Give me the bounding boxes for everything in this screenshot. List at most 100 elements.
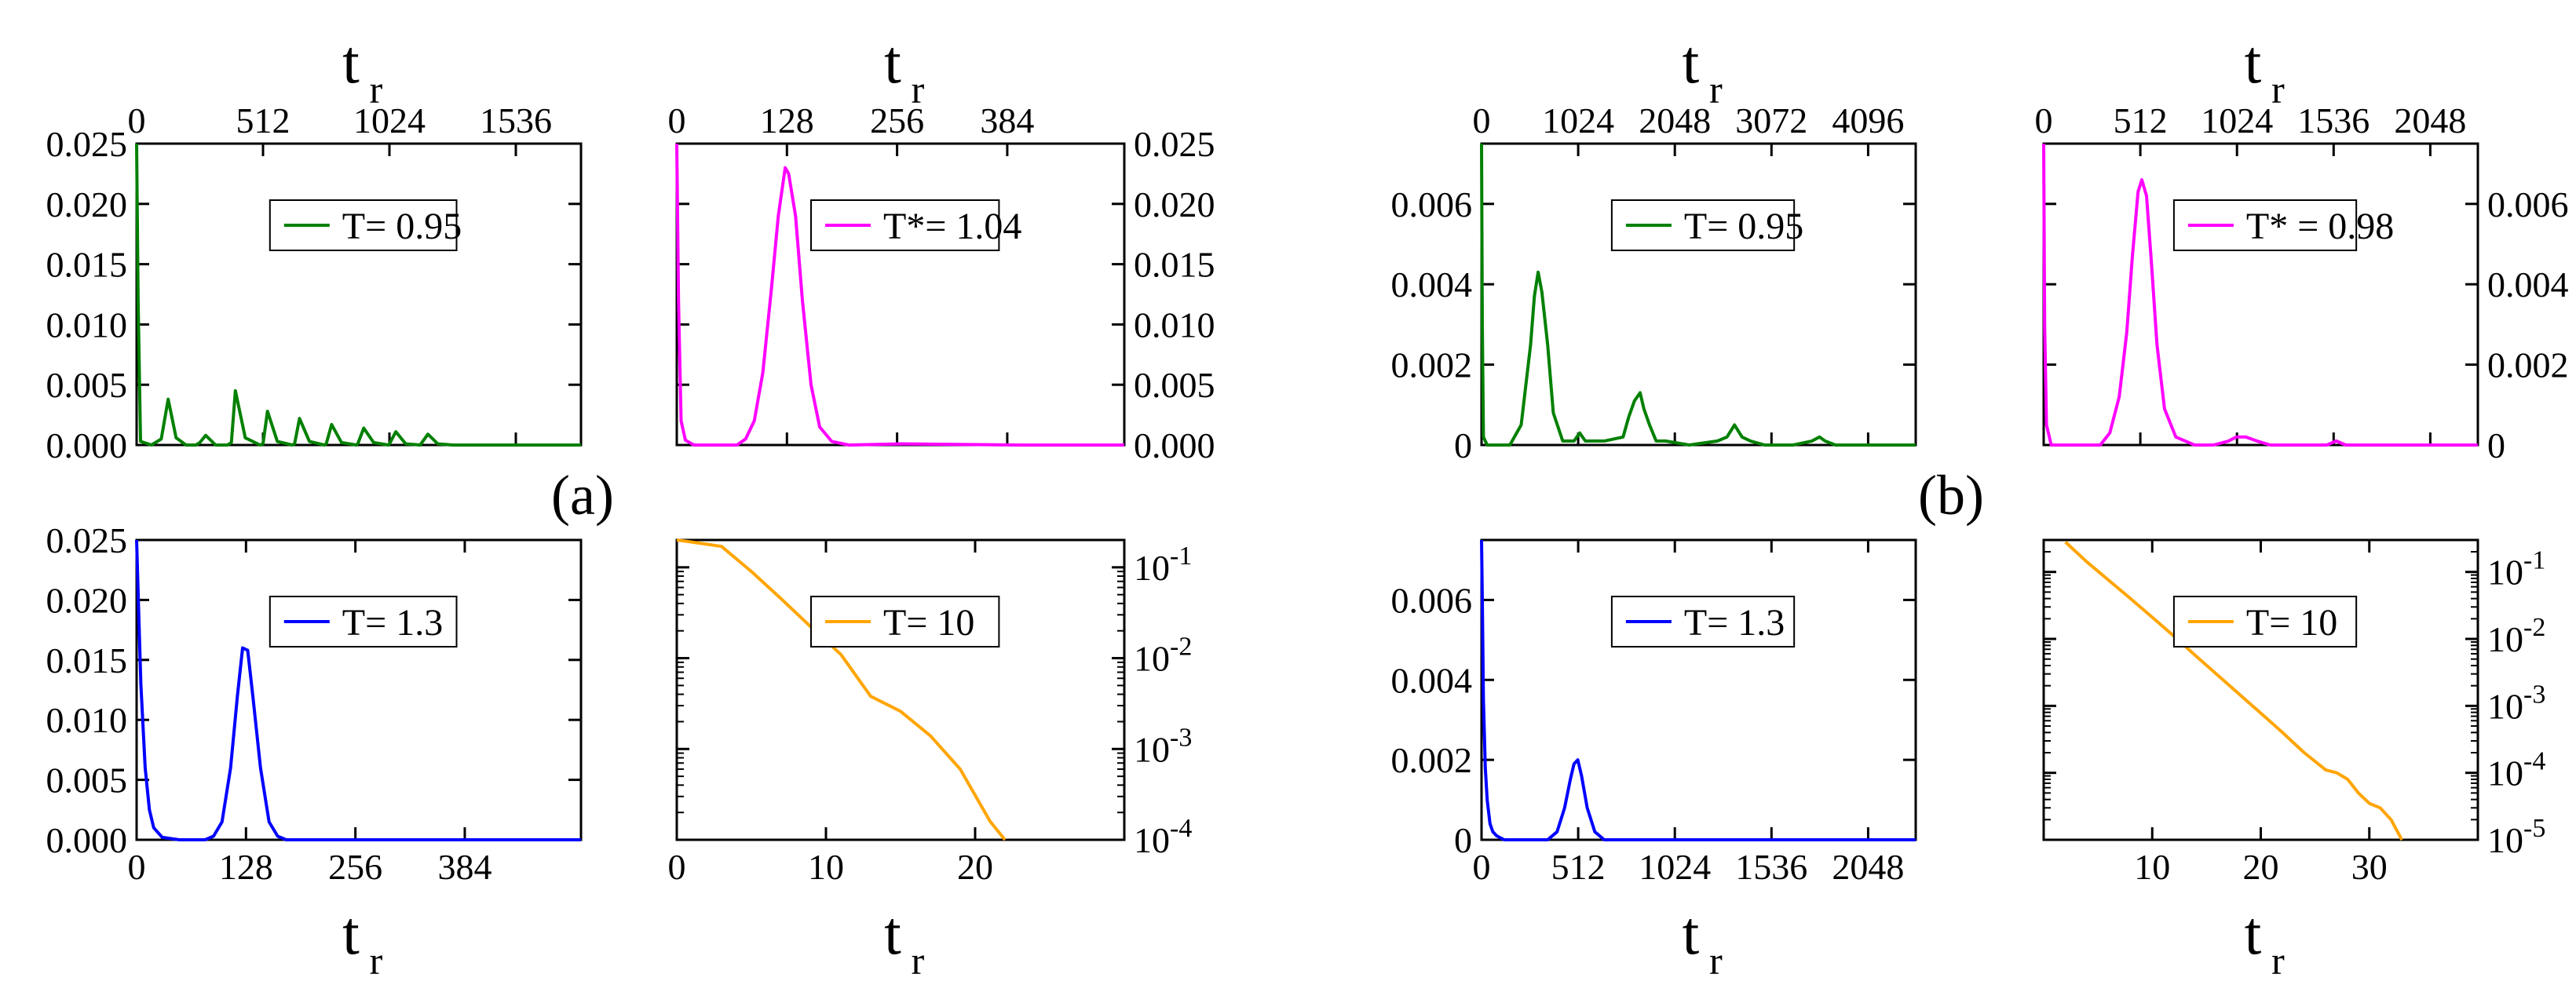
b-bl-xlabel-main: t — [1683, 899, 1700, 967]
b-bl-xtick-label: 0 — [1473, 847, 1491, 887]
b-br-ytick-exponent: -3 — [2523, 680, 2545, 709]
a-tl-ytick-label: 0.020 — [46, 184, 128, 224]
b-tr-ytick-label: 0 — [2487, 425, 2505, 465]
panel-label-a: (a) — [551, 464, 614, 527]
a-tr-xtick-label: 0 — [668, 100, 686, 140]
b-bl-legend-text: T= 1.3 — [1684, 602, 1785, 644]
a-tr-ytick-label: 0.020 — [1134, 184, 1215, 224]
a-br-series-line — [676, 538, 1007, 841]
a-bl-xtick-label: 0 — [128, 847, 146, 887]
b-tr-xtick-label: 1024 — [2201, 100, 2273, 140]
a-tr-series-line — [675, 143, 1124, 447]
a-tl-ytick-label: 0.010 — [46, 305, 128, 345]
b-br-xlabel-main: t — [2245, 899, 2262, 967]
b-tl-xtick-label: 2048 — [1639, 100, 1711, 140]
a-tr-xtick-label: 384 — [980, 100, 1034, 140]
b-tr-series-line — [2042, 143, 2478, 447]
a-br-ytick-exponent: -2 — [1170, 633, 1192, 662]
b-bl-ytick-label: 0.006 — [1391, 580, 1473, 620]
a-bl-ytick-label: 0.025 — [46, 520, 128, 560]
a-bl-xtick-label: 384 — [437, 847, 491, 887]
b-bl-ytick-label: 0 — [1454, 820, 1472, 860]
b-bl-xtick-label: 2048 — [1832, 847, 1904, 887]
a-tl-ytick-label: 0.015 — [46, 245, 128, 285]
a-br-ytick-exponent: -1 — [1170, 542, 1192, 571]
b-br-ytick-exponent: -1 — [2523, 546, 2545, 575]
b-tl-frame — [1480, 142, 1917, 447]
a-bl-series-line — [135, 539, 581, 841]
a-tr-ytick-label: 0.015 — [1134, 245, 1215, 285]
a-tl-xtick-label: 512 — [236, 100, 290, 140]
b-tl-series-line — [1480, 143, 1916, 447]
b-br-series-line — [2064, 541, 2403, 841]
a-bl-ytick-label: 0.015 — [46, 640, 128, 680]
a-tl-xlabel-sub: r — [370, 67, 383, 111]
a-br-ytick-label: 10-1 — [1134, 542, 1192, 588]
b-bl-xlabel-sub: r — [1709, 939, 1723, 983]
a-tr-ytick-label: 0.005 — [1134, 365, 1215, 405]
b-bl-xtick-label: 1024 — [1639, 847, 1711, 887]
a-bl-ytick-label: 0.005 — [46, 761, 128, 801]
a-tr-xtick-label: 256 — [870, 100, 924, 140]
b-br-ytick-exponent: -4 — [2523, 747, 2545, 776]
a-tr-legend-text: T*= 1.04 — [883, 206, 1021, 247]
b-br-ytick-exponent: -2 — [2523, 613, 2545, 642]
b-br-ytick-label: 10-1 — [2487, 546, 2545, 593]
b-bl-frame — [1480, 538, 1917, 841]
a-tr-ytick-label: 0.025 — [1134, 124, 1215, 164]
a-tr-xlabel-main: t — [884, 27, 901, 96]
a-tr-xlabel-sub: r — [912, 67, 925, 111]
b-tr-frame — [2042, 142, 2479, 447]
a-br-ytick-label: 10-3 — [1134, 723, 1192, 769]
b-bl-series-line — [1480, 539, 1916, 841]
b-br-xtick-label: 20 — [2243, 847, 2279, 887]
a-tl-series-line — [135, 143, 581, 447]
b-tr-ytick-label: 0.004 — [2487, 264, 2569, 305]
a-tr-frame — [675, 142, 1126, 447]
a-tr-xtick-label: 128 — [760, 100, 814, 140]
b-tr-xtick-label: 512 — [2114, 100, 2168, 140]
b-tl-xtick-label: 0 — [1473, 100, 1491, 140]
b-tr-xlabel-main: t — [2245, 27, 2262, 96]
a-tl-xtick-label: 1536 — [480, 100, 552, 140]
b-tr-xtick-label: 2048 — [2394, 100, 2466, 140]
a-br-xlabel-main: t — [884, 899, 901, 967]
b-br-xtick-label: 10 — [2134, 847, 2170, 887]
a-tr-legend-box — [810, 199, 1000, 251]
a-br-legend-text: T= 10 — [883, 602, 974, 644]
a-tl-xtick-label: 0 — [128, 100, 146, 140]
a-bl-xtick-label: 128 — [219, 847, 273, 887]
b-tl-xlabel-main: t — [1683, 27, 1700, 96]
a-tl-legend-text: T= 0.95 — [342, 206, 462, 247]
b-bl-ytick-label: 0.004 — [1391, 660, 1473, 700]
b-tl-ytick-label: 0 — [1454, 425, 1472, 465]
b-br-legend-text: T= 10 — [2246, 602, 2337, 644]
b-tl-xtick-label: 3072 — [1735, 100, 1807, 140]
a-tl-ytick-label: 0.025 — [46, 124, 128, 164]
a-tl-xtick-label: 1024 — [353, 100, 426, 140]
b-tr-ytick-label: 0.006 — [2487, 184, 2569, 224]
a-tl-xlabel-main: t — [342, 27, 360, 96]
b-tr-xtick-label: 1536 — [2297, 100, 2370, 140]
a-tr-ytick-label: 0.010 — [1134, 305, 1215, 345]
a-bl-xlabel-main: t — [342, 899, 360, 967]
b-br-xtick-label: 30 — [2351, 847, 2388, 887]
b-br-ytick-label: 10-5 — [2487, 814, 2545, 860]
b-tl-legend-text: T= 0.95 — [1684, 206, 1803, 247]
a-bl-ytick-label: 0.010 — [46, 700, 128, 740]
a-bl-legend-text: T= 1.3 — [342, 602, 443, 644]
b-br-frame — [2042, 538, 2479, 841]
a-br-xtick-label: 10 — [808, 847, 844, 887]
a-br-xtick-label: 20 — [957, 847, 993, 887]
b-bl-xtick-label: 1536 — [1735, 847, 1807, 887]
b-br-ytick-label: 10-4 — [2487, 747, 2545, 793]
b-tl-xtick-label: 1024 — [1542, 100, 1614, 140]
b-bl-xtick-label: 512 — [1551, 847, 1606, 887]
b-tr-xtick-label: 0 — [2035, 100, 2053, 140]
a-br-ytick-exponent: -3 — [1170, 723, 1192, 752]
a-bl-ytick-label: 0.020 — [46, 580, 128, 620]
a-tl-ytick-label: 0.005 — [46, 365, 128, 405]
b-tl-ytick-label: 0.004 — [1391, 264, 1473, 305]
b-br-ytick-label: 10-2 — [2487, 613, 2545, 659]
a-bl-xlabel-sub: r — [370, 939, 383, 983]
